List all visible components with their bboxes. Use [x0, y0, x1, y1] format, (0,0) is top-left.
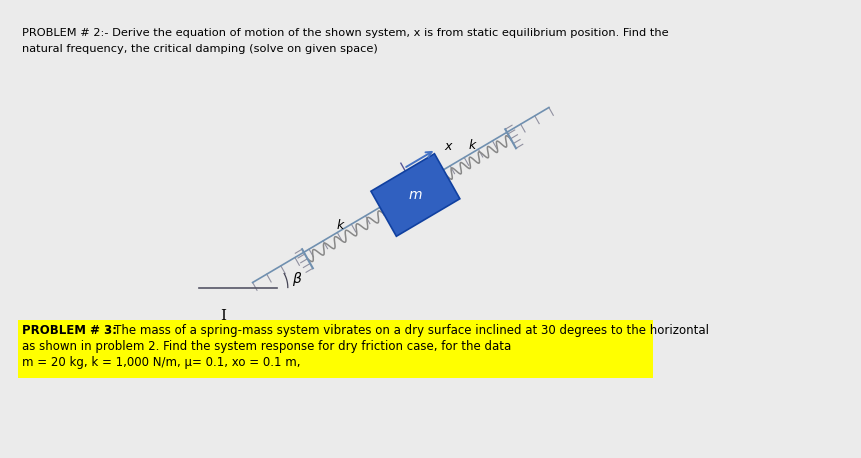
Text: I: I: [220, 309, 226, 322]
Text: x: x: [444, 140, 451, 153]
Text: PROBLEM # 2:- Derive the equation of motion of the shown system, x is from stati: PROBLEM # 2:- Derive the equation of mot…: [22, 28, 668, 38]
Text: m: m: [409, 188, 422, 202]
Text: - The mass of a spring-mass system vibrates on a dry surface inclined at 30 degr: - The mass of a spring-mass system vibra…: [106, 324, 709, 337]
Text: as shown in problem 2. Find the system response for dry friction case, for the d: as shown in problem 2. Find the system r…: [22, 340, 511, 353]
Text: k: k: [336, 219, 344, 232]
Text: natural frequency, the critical damping (solve on given space): natural frequency, the critical damping …: [22, 44, 377, 54]
Text: PROBLEM # 3:: PROBLEM # 3:: [22, 324, 116, 337]
Polygon shape: [371, 154, 460, 236]
Text: m = 20 kg, k = 1,000 N/m, μ= 0.1, xo = 0.1 m,: m = 20 kg, k = 1,000 N/m, μ= 0.1, xo = 0…: [22, 356, 300, 369]
Text: β: β: [292, 272, 301, 285]
FancyBboxPatch shape: [17, 320, 653, 378]
Text: k: k: [468, 139, 475, 152]
